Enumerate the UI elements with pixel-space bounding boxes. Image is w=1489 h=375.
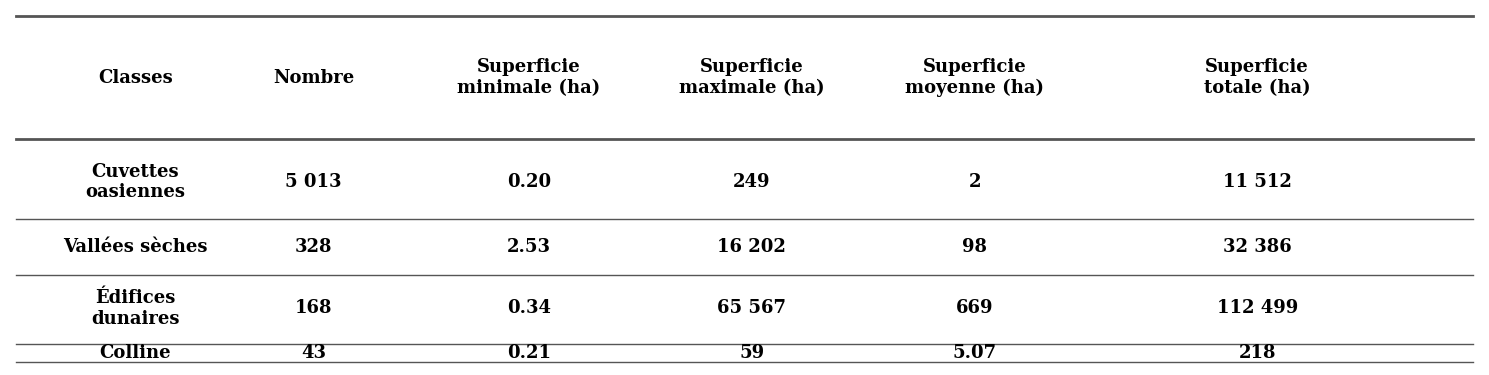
Text: Vallées sèches: Vallées sèches [63,238,207,256]
Text: Édifices
dunaires: Édifices dunaires [91,289,179,328]
Text: 112 499: 112 499 [1217,300,1298,318]
Text: Superficie
minimale (ha): Superficie minimale (ha) [457,58,600,97]
Text: 669: 669 [956,300,993,318]
Text: 2.53: 2.53 [506,238,551,256]
Text: Classes: Classes [98,69,173,87]
Text: 5.07: 5.07 [953,344,998,362]
Text: 32 386: 32 386 [1222,238,1291,256]
Text: 11 512: 11 512 [1222,173,1291,191]
Text: 168: 168 [295,300,332,318]
Text: Superficie
maximale (ha): Superficie maximale (ha) [679,58,825,97]
Text: 0.20: 0.20 [506,173,551,191]
Text: 16 202: 16 202 [718,238,786,256]
Text: Colline: Colline [100,344,171,362]
Text: 65 567: 65 567 [718,300,786,318]
Text: Nombre: Nombre [272,69,354,87]
Text: Superficie
moyenne (ha): Superficie moyenne (ha) [905,58,1044,97]
Text: Superficie
totale (ha): Superficie totale (ha) [1205,58,1310,97]
Text: 5 013: 5 013 [286,173,342,191]
Text: 328: 328 [295,238,332,256]
Text: 0.21: 0.21 [506,344,551,362]
Text: 0.34: 0.34 [506,300,551,318]
Text: 2: 2 [969,173,981,191]
Text: 218: 218 [1239,344,1276,362]
Text: 43: 43 [301,344,326,362]
Text: 249: 249 [733,173,771,191]
Text: Cuvettes
oasiennes: Cuvettes oasiennes [85,162,185,201]
Text: 98: 98 [962,238,987,256]
Text: 59: 59 [740,344,764,362]
